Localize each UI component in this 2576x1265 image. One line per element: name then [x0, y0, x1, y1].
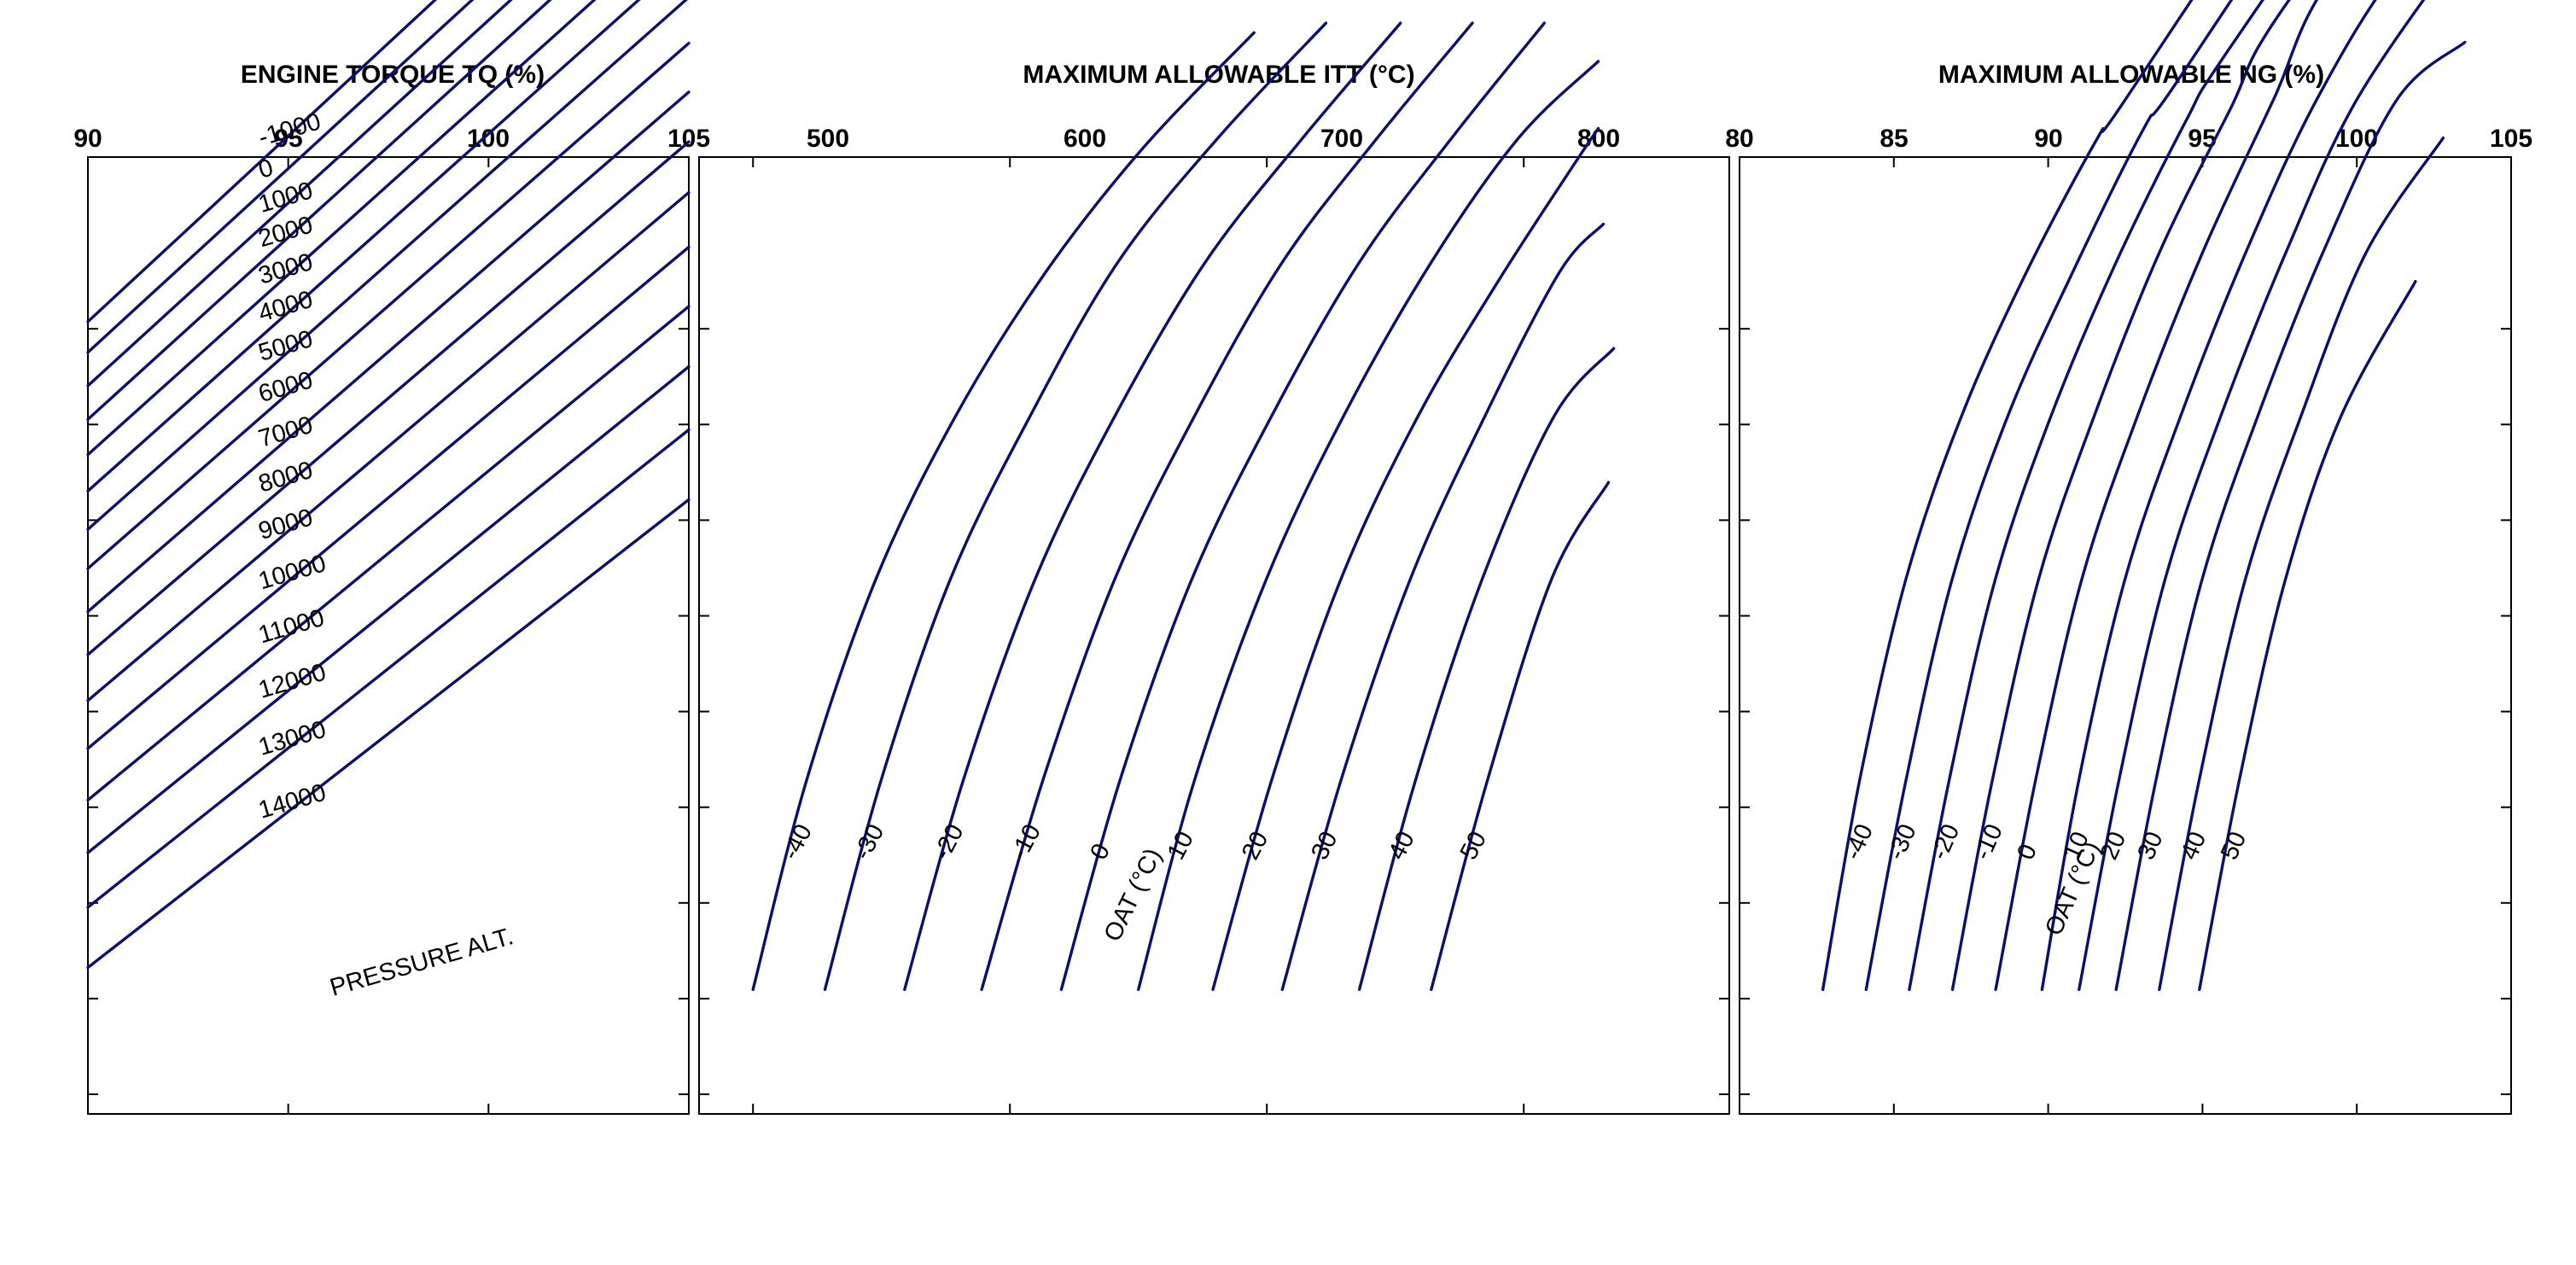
torque-curve-0 [86, 0, 475, 354]
itt-curve--30 [823, 21, 1328, 991]
ng-tick-label: 90 [2034, 125, 2062, 153]
ng-curve-50 [2198, 280, 2417, 991]
curve-labels: 1400013000120001100010000900080007000600… [255, 108, 2252, 864]
torque-curve-label: 8000 [255, 457, 316, 498]
torque-curve-label: 10000 [255, 550, 329, 595]
ng-tick-label: 80 [1725, 125, 1753, 153]
torque-curve-6000 [86, 41, 691, 570]
ng-curve-label: 50 [2216, 828, 2252, 864]
torque-curve-label: 5000 [255, 325, 316, 367]
torque-panel-frame [87, 156, 690, 1115]
torque-tick-label: 90 [73, 125, 102, 153]
ng-curve-label: -20 [1926, 820, 1965, 864]
ng-curve-30 [2114, 40, 2467, 991]
torque-curve-5000 [86, 0, 688, 531]
ng-curve-label: 40 [2176, 828, 2212, 864]
torque-curve-12000 [86, 364, 691, 854]
itt-panel-frame [698, 156, 1730, 1115]
torque-curve-8000 [86, 140, 691, 656]
torque-curve-10000 [86, 245, 691, 750]
ng-curve--10 [1950, 0, 2291, 991]
ng-curve-label: 0 [2012, 840, 2043, 864]
itt-tick-label: 700 [1320, 125, 1363, 153]
itt-curve-10 [1137, 60, 1600, 991]
torque-curve-11000 [86, 305, 691, 802]
itt-curve-label: -10 [1005, 820, 1046, 865]
ng-curve-10 [2040, 0, 2377, 991]
ng-curve-label: -30 [1882, 820, 1921, 864]
itt-curve-label: 50 [1455, 827, 1492, 865]
itt-curve-50 [1430, 481, 1611, 991]
ng-tick-label: 95 [2188, 125, 2216, 153]
ng-tick-label: 85 [1880, 125, 1908, 153]
torque-curve-2000 [86, 0, 552, 421]
torque-curve-label: 12000 [255, 659, 329, 704]
ng-curve-40 [2158, 136, 2445, 991]
itt-curve-label: -40 [777, 820, 818, 865]
itt-curves [751, 21, 1616, 991]
itt-curve--40 [751, 31, 1256, 991]
torque-tick-label: 95 [274, 125, 302, 153]
ng-curve--20 [1908, 0, 2264, 991]
itt-curve-40 [1357, 347, 1616, 991]
itt-curve-label: 20 [1237, 827, 1273, 865]
torque-tick-label: 105 [667, 125, 710, 153]
itt-curve-label: 40 [1384, 827, 1420, 865]
ng-panel-frame [1739, 156, 2512, 1115]
torque-curve-13000 [86, 428, 691, 909]
itt-curve--20 [903, 21, 1402, 991]
torque-curves [86, 0, 691, 970]
torque-curve-14000 [86, 498, 691, 970]
torque-curve-label: 14000 [255, 778, 329, 824]
torque-curve-label: 9000 [255, 504, 316, 545]
torque-curve-label: 13000 [255, 716, 329, 761]
ng-curve-0 [1994, 0, 2319, 991]
itt-tick-label: 600 [1064, 125, 1106, 153]
ng-curve--40 [1821, 0, 2194, 991]
torque-curve--1000 [86, 0, 438, 324]
ng-tick-label: 105 [2490, 125, 2532, 153]
torque-curve-label: 11000 [255, 604, 327, 650]
pressure-alt-label: PRESSURE ALT. [327, 923, 516, 1002]
torque-curve-3000 [86, 0, 597, 457]
ng-curve-20 [2078, 0, 2426, 991]
axis-ticks [87, 157, 2512, 1114]
itt-curve-0 [1059, 21, 1546, 991]
itt-curve-label: 10 [1163, 827, 1199, 865]
itt-tick-label: 500 [807, 125, 849, 153]
torque-curve-7000 [86, 90, 691, 614]
torque-curve-label: 4000 [255, 286, 316, 328]
ng-curve--30 [1864, 0, 2234, 991]
itt-curve-30 [1280, 222, 1606, 991]
itt-curve-label: 30 [1306, 827, 1343, 865]
torque-curve-label: 0 [255, 154, 276, 184]
torque-curve-4000 [86, 0, 641, 493]
torque-curve-1000 [86, 0, 513, 388]
itt-curve-20 [1211, 126, 1600, 991]
torque-curve-9000 [86, 190, 691, 702]
torque-curve-label: 3000 [255, 248, 316, 290]
ng-curves [1821, 0, 2467, 991]
ng-curve-label: 30 [2132, 828, 2168, 864]
itt-curve-label: -20 [929, 820, 970, 865]
ng-panel-title: MAXIMUM ALLOWABLE NG (%) [1938, 61, 2324, 89]
ng-curve-label: -10 [1969, 820, 2008, 864]
itt-curve-label: -30 [848, 820, 889, 865]
torque-curve-label: 7000 [255, 411, 316, 453]
itt-curve--10 [980, 21, 1474, 991]
